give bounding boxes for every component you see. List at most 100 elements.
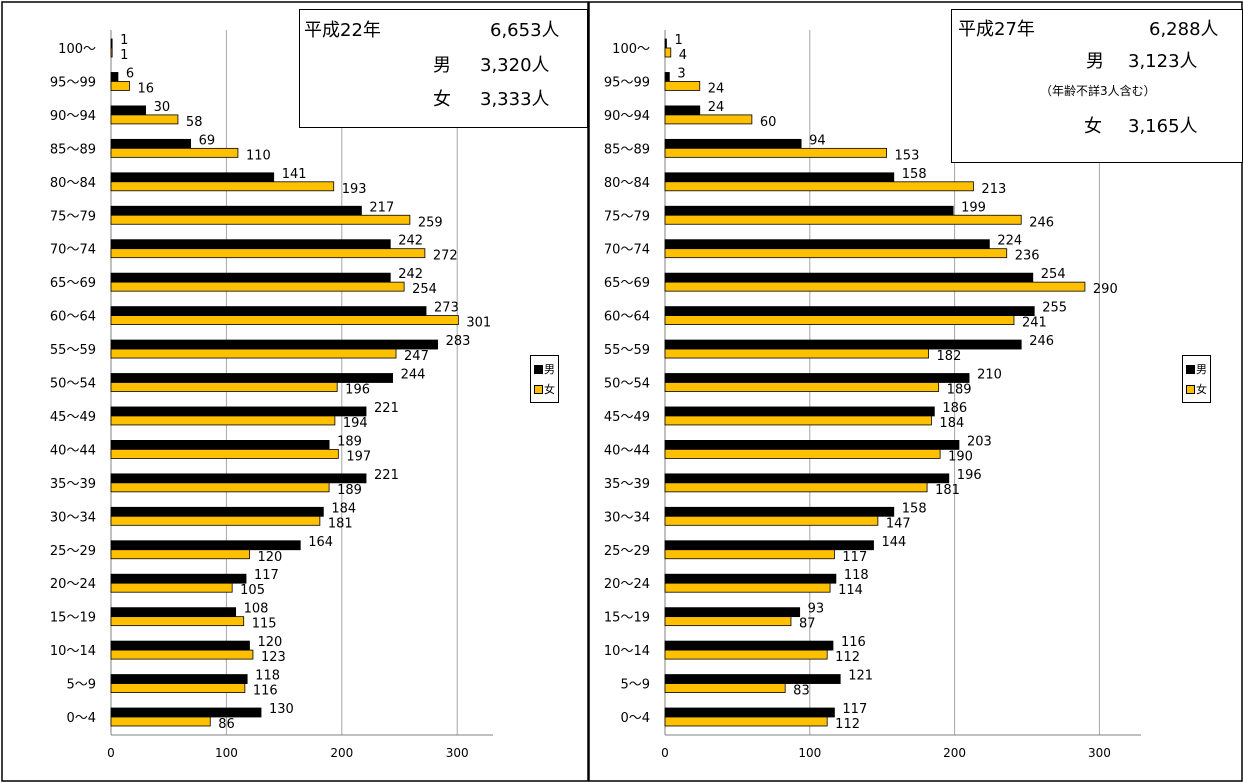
legend-right: 男 女 [1182, 355, 1211, 403]
info-male-label: 男 [433, 55, 451, 76]
data-label-female: 193 [342, 182, 367, 197]
category-label: 5～9 [620, 678, 650, 693]
category-label: 90～94 [50, 109, 96, 124]
legend-item-male: 男 [534, 359, 555, 379]
bar-female [664, 482, 928, 493]
bar-male [664, 138, 802, 149]
bar-female [110, 181, 335, 192]
x-tick-label: 200 [943, 746, 966, 760]
data-label-female: 87 [799, 617, 816, 632]
data-label-female: 190 [948, 449, 973, 464]
data-label-female: 112 [835, 717, 860, 732]
bar-male [664, 72, 670, 82]
bar-male [664, 540, 874, 551]
legend-swatch-male [534, 364, 543, 374]
legend-label-female: 女 [544, 383, 555, 396]
bar-male [110, 138, 192, 149]
x-tick-label: 0 [661, 746, 669, 760]
category-label: 95～99 [604, 75, 650, 90]
legend-swatch-female [534, 384, 543, 394]
data-label-female: 290 [1093, 282, 1118, 297]
data-label-male: 242 [398, 267, 423, 282]
data-label-male: 246 [1029, 334, 1054, 349]
bar-male [110, 674, 248, 684]
category-label: 50～54 [604, 377, 650, 392]
bar-female [110, 683, 246, 693]
legend-item-female: 女 [534, 379, 555, 399]
info-year: 平成27年 [958, 19, 1035, 40]
bar-female [664, 716, 828, 727]
legend-label-female: 女 [1196, 383, 1207, 396]
data-label-male: 189 [337, 434, 362, 449]
data-label-female: 181 [328, 516, 353, 531]
data-label-male: 118 [255, 669, 280, 684]
data-label-female: 182 [937, 349, 962, 364]
data-label-male: 224 [997, 234, 1022, 249]
data-label-female: 117 [842, 550, 867, 565]
bar-female [664, 683, 786, 693]
category-label: 90～94 [604, 109, 650, 124]
data-label-female: 213 [981, 182, 1006, 197]
legend-label-male: 男 [544, 363, 555, 376]
data-label-female: 254 [412, 282, 437, 297]
data-label-female: 181 [935, 483, 960, 498]
category-label: 35～39 [604, 477, 650, 492]
info-total: 6,288人 [1149, 19, 1219, 40]
category-label: 65～69 [604, 276, 650, 291]
category-label: 60～64 [604, 310, 650, 325]
info-year: 平成22年 [304, 20, 381, 41]
category-label: 100～ [58, 42, 96, 57]
data-label-male: 130 [269, 702, 294, 717]
x-tick-label: 0 [107, 746, 115, 760]
bar-male [664, 607, 801, 618]
data-label-male: 221 [374, 401, 399, 416]
bar-female [664, 616, 792, 627]
chart-frame-left [1, 1, 589, 782]
data-label-female: 194 [343, 416, 368, 431]
data-label-female: 196 [345, 383, 370, 398]
category-label: 55～59 [50, 343, 96, 358]
bar-female [664, 649, 828, 660]
bar-male [664, 373, 970, 383]
category-label: 45～49 [604, 410, 650, 425]
bar-female [110, 716, 211, 727]
bar-male [110, 540, 301, 551]
category-label: 10～14 [50, 644, 96, 659]
category-label: 20～24 [604, 577, 650, 592]
legend-swatch-male [1186, 364, 1195, 374]
data-label-female: 184 [939, 416, 964, 431]
bar-male [664, 640, 834, 651]
bar-male [664, 406, 935, 417]
info-female-label: 女 [433, 89, 451, 110]
bar-female [664, 415, 932, 426]
chart-frame-right [588, 1, 1243, 782]
x-tick-label: 100 [798, 746, 821, 760]
data-label-male: 199 [961, 200, 986, 215]
bar-female [664, 114, 753, 125]
data-label-female: 189 [947, 383, 972, 398]
bar-female [664, 47, 672, 58]
bar-female [664, 281, 1086, 292]
bar-female [664, 515, 879, 526]
bar-female [110, 448, 339, 459]
bar-female [664, 448, 941, 459]
bar-male [110, 640, 250, 651]
data-label-male: 3 [677, 66, 685, 81]
data-label-male: 116 [841, 635, 866, 650]
legend-swatch-female [1186, 384, 1195, 394]
data-label-male: 118 [844, 568, 869, 583]
bar-female [110, 147, 239, 158]
bar-male [664, 239, 990, 250]
legend-item-male: 男 [1186, 359, 1207, 379]
data-label-male: 94 [809, 133, 826, 148]
data-label-female: 247 [404, 349, 429, 364]
bar-male [110, 373, 393, 383]
category-label: 25～29 [50, 544, 96, 559]
data-label-female: 259 [418, 215, 443, 230]
bar-female [110, 47, 113, 58]
bar-male [110, 473, 367, 484]
data-label-male: 242 [398, 234, 423, 249]
bar-male [110, 105, 147, 116]
data-label-male: 1 [674, 33, 682, 48]
bar-female [110, 649, 254, 660]
